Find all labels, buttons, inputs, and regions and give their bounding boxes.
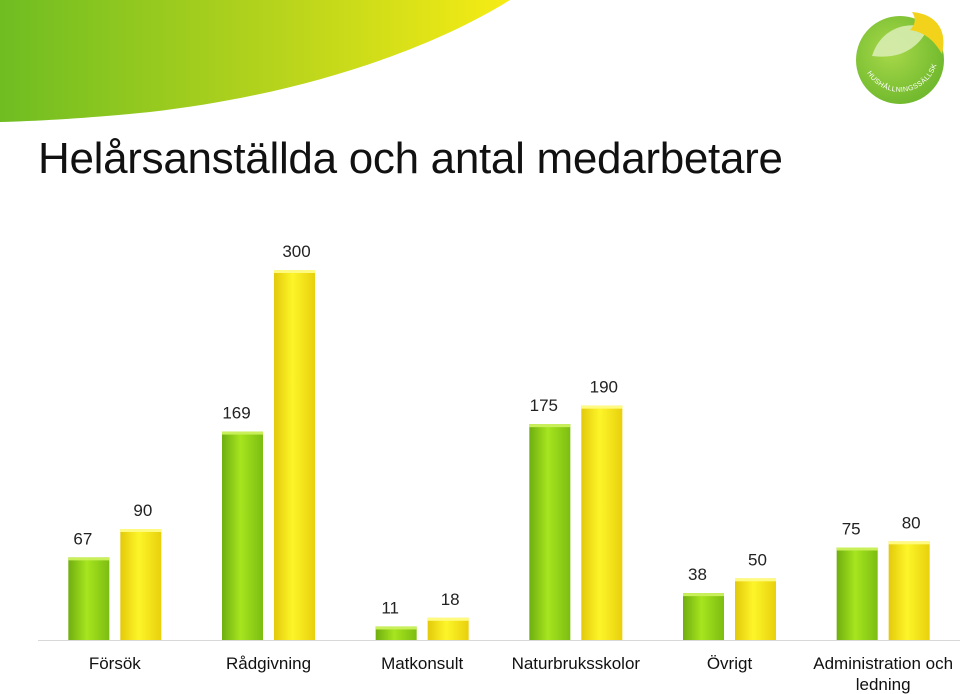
data-label: 38 — [688, 565, 707, 584]
bar — [836, 547, 878, 640]
bar-top-highlight — [68, 557, 110, 561]
logo-sun-icon — [910, 12, 944, 54]
bar-top-highlight — [683, 593, 724, 597]
data-label: 67 — [73, 529, 92, 548]
header-banner — [0, 0, 510, 122]
bar — [68, 557, 110, 640]
data-label: 18 — [441, 590, 460, 609]
bar-top-highlight — [120, 529, 162, 532]
data-label: 169 — [222, 404, 250, 423]
data-label: 50 — [748, 550, 767, 569]
category-label: Övrigt — [707, 654, 753, 673]
bar — [888, 541, 930, 640]
bar — [375, 626, 417, 640]
bar — [683, 593, 724, 640]
logo-leaf-icon — [872, 25, 928, 57]
bar — [274, 270, 315, 640]
data-label: 190 — [590, 378, 618, 397]
category-label: Rådgivning — [226, 654, 311, 673]
bar — [735, 578, 776, 640]
bar — [581, 405, 623, 640]
bar-top-highlight — [735, 578, 776, 582]
bar — [529, 424, 571, 640]
bar — [120, 529, 162, 640]
bar-top-highlight — [274, 270, 315, 273]
data-label: 90 — [133, 501, 152, 520]
data-label: 300 — [282, 242, 310, 261]
category-label: Försök — [89, 654, 141, 673]
page-title: Helårsanställda och antal medarbetare — [38, 134, 783, 183]
data-label: 75 — [842, 520, 861, 539]
bar-top-highlight — [836, 547, 878, 551]
banner-swoosh — [0, 0, 510, 122]
data-label: 11 — [381, 598, 399, 617]
data-label: 80 — [902, 513, 921, 532]
data-label: 175 — [530, 396, 558, 415]
bar-top-highlight — [427, 617, 469, 621]
hushallningssallskapet-logo: HUSHÅLLNINGSSÄLLSKAPET — [850, 8, 944, 104]
category-label: Matkonsult — [381, 654, 463, 673]
bar — [222, 431, 263, 640]
category-label: Administration och — [813, 654, 953, 673]
bar — [427, 617, 469, 640]
bar-top-highlight — [529, 424, 571, 428]
bar-top-highlight — [581, 405, 623, 409]
category-label: ledning — [856, 675, 911, 694]
bar-top-highlight — [222, 431, 263, 435]
bar-top-highlight — [375, 626, 417, 630]
bar-top-highlight — [888, 541, 930, 545]
category-label: Naturbruksskolor — [512, 654, 641, 673]
